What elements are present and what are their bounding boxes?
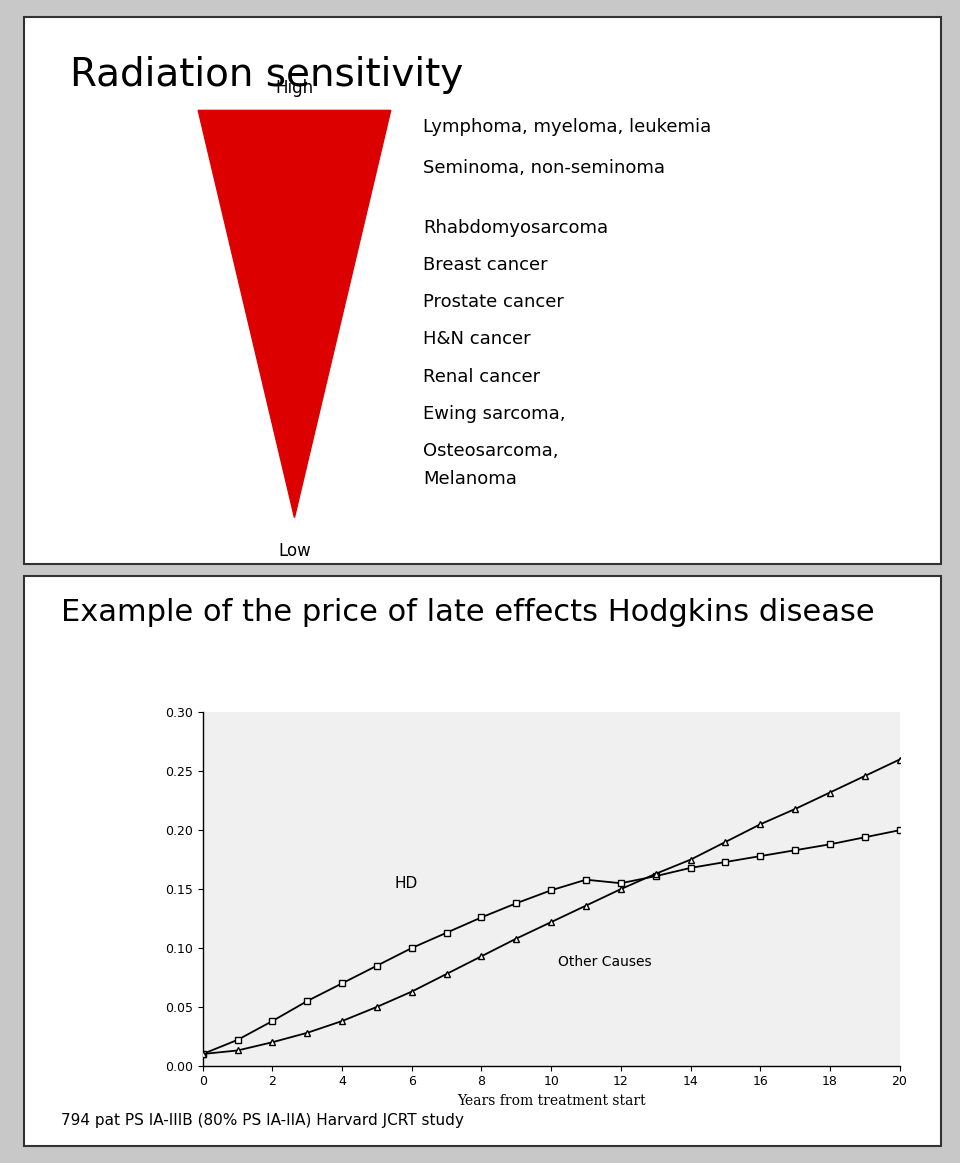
Text: H&N cancer: H&N cancer bbox=[422, 330, 531, 349]
Text: 794 pat PS IA-IIIB (80% PS IA-IIA) Harvard JCRT study: 794 pat PS IA-IIIB (80% PS IA-IIA) Harva… bbox=[60, 1113, 464, 1128]
Text: Renal cancer: Renal cancer bbox=[422, 368, 540, 386]
Text: Breast cancer: Breast cancer bbox=[422, 256, 547, 274]
Text: Melanoma: Melanoma bbox=[422, 470, 516, 488]
Text: High: High bbox=[276, 79, 314, 97]
Text: Seminoma, non-seminoma: Seminoma, non-seminoma bbox=[422, 159, 665, 177]
Text: Prostate cancer: Prostate cancer bbox=[422, 293, 564, 312]
Text: Osteosarcoma,: Osteosarcoma, bbox=[422, 442, 559, 459]
Text: Low: Low bbox=[278, 542, 311, 561]
Text: Radiation sensitivity: Radiation sensitivity bbox=[70, 56, 463, 94]
Text: Example of the price of late effects Hodgkins disease: Example of the price of late effects Hod… bbox=[60, 599, 875, 628]
Polygon shape bbox=[198, 110, 391, 518]
Text: Rhabdomyosarcoma: Rhabdomyosarcoma bbox=[422, 219, 608, 237]
Text: Ewing sarcoma,: Ewing sarcoma, bbox=[422, 405, 565, 422]
Text: Lymphoma, myeloma, leukemia: Lymphoma, myeloma, leukemia bbox=[422, 117, 711, 136]
